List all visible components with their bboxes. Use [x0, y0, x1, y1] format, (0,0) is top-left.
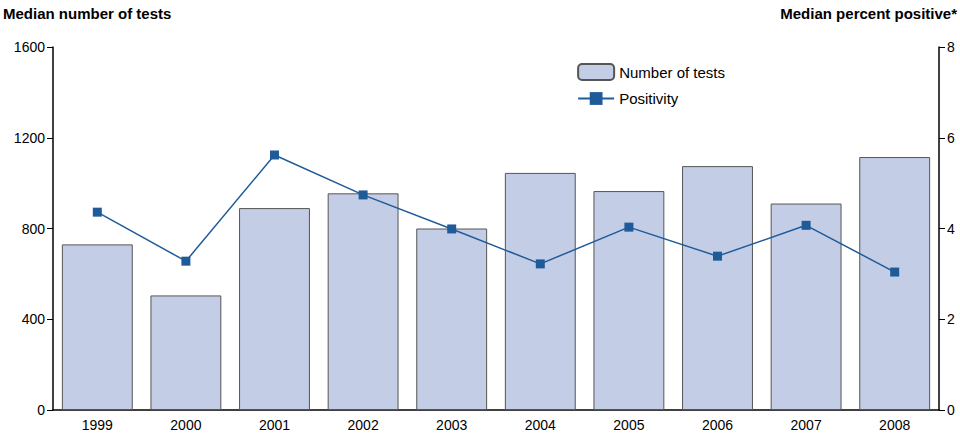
svg-text:1600: 1600 [14, 39, 45, 55]
svg-text:2: 2 [947, 311, 955, 327]
svg-text:Number of tests: Number of tests [619, 64, 725, 81]
svg-text:Median percent positive*: Median percent positive* [780, 5, 957, 22]
svg-text:2007: 2007 [791, 417, 822, 433]
svg-text:8: 8 [947, 39, 955, 55]
svg-text:800: 800 [22, 221, 46, 237]
svg-text:2001: 2001 [259, 417, 290, 433]
svg-text:2006: 2006 [702, 417, 733, 433]
svg-text:4: 4 [947, 221, 955, 237]
svg-text:1200: 1200 [14, 130, 45, 146]
svg-text:2003: 2003 [436, 417, 467, 433]
svg-text:2004: 2004 [525, 417, 556, 433]
svg-text:0: 0 [37, 402, 45, 418]
svg-text:Positivity: Positivity [619, 90, 679, 107]
svg-text:0: 0 [947, 402, 955, 418]
svg-text:2005: 2005 [613, 417, 644, 433]
svg-text:400: 400 [22, 311, 46, 327]
svg-text:Median number of tests: Median number of tests [3, 5, 171, 22]
svg-text:1999: 1999 [82, 417, 113, 433]
svg-text:2002: 2002 [348, 417, 379, 433]
svg-text:6: 6 [947, 130, 955, 146]
svg-text:2008: 2008 [879, 417, 910, 433]
svg-text:2000: 2000 [170, 417, 201, 433]
